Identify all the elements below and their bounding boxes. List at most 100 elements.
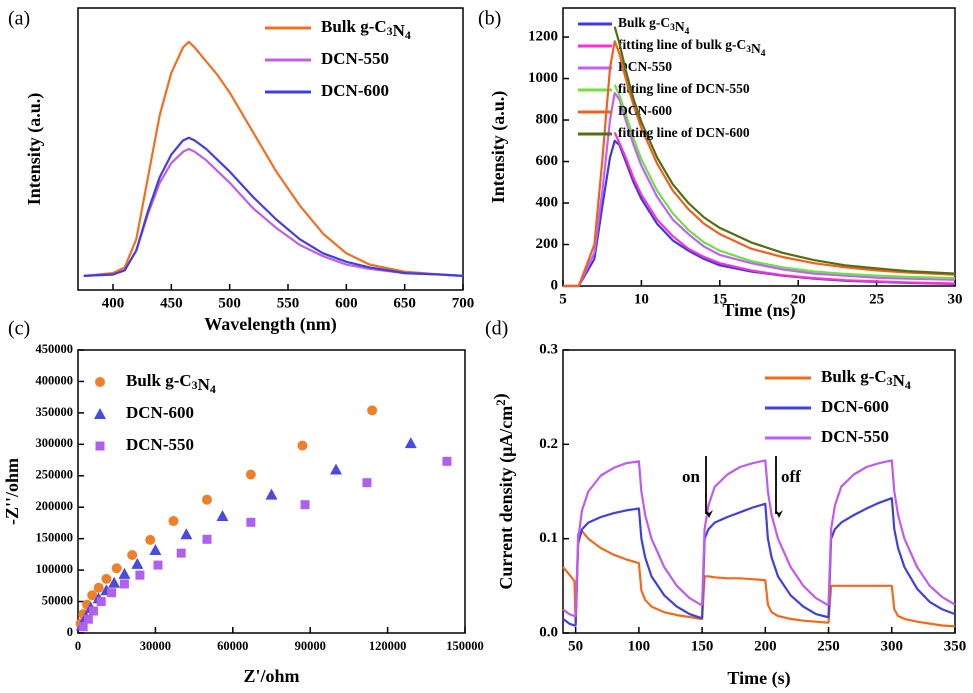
x-axis-label: Z'/ohm	[243, 666, 299, 686]
legend-label: DCN-600	[321, 81, 389, 100]
scatter-point	[83, 614, 93, 624]
series-line	[562, 497, 956, 627]
scatter-point	[88, 606, 98, 616]
scatter-point	[93, 582, 104, 593]
scatter-point	[153, 560, 163, 570]
legend-label: Bulk g-C3N4	[321, 17, 411, 42]
scatter-point	[78, 622, 88, 632]
scatter-point	[297, 440, 308, 451]
scatter-point	[108, 576, 121, 588]
scatter-point	[107, 588, 117, 598]
scatter-point	[180, 528, 193, 540]
scatter-point	[216, 510, 229, 522]
x-tick-label: 20	[791, 291, 806, 307]
y-tick-label: 50000	[42, 593, 73, 607]
y-tick-label: 800	[536, 111, 559, 127]
x-tick-label: 600	[335, 295, 358, 311]
x-tick-label: 150	[691, 638, 714, 654]
y-tick-label: 150000	[36, 531, 74, 545]
y-tick-label: 1000	[528, 70, 558, 86]
scatter-point	[300, 500, 310, 510]
y-tick-label: 450000	[36, 342, 74, 356]
scatter-point	[168, 516, 179, 527]
plot-frame	[562, 7, 956, 287]
scatter-point	[111, 563, 122, 574]
x-axis-label: Wavelength (nm)	[204, 314, 337, 335]
legend-label: DCN-600	[126, 403, 194, 422]
x-tick-label: 550	[277, 295, 300, 311]
series-line	[563, 40, 956, 288]
y-tick-label: 0.0	[539, 624, 558, 640]
legend-label: fitting line of DCN-550	[618, 81, 750, 96]
plot-frame	[77, 349, 466, 634]
y-tick-label: 100000	[36, 562, 74, 576]
x-tick-label: 100	[628, 638, 651, 654]
legend-label: DCN-550	[618, 59, 672, 74]
scatter-point	[362, 478, 372, 488]
scatter-point	[246, 517, 256, 527]
scatter-point	[118, 567, 131, 579]
scatter-point	[135, 570, 145, 580]
y-tick-label: 200	[536, 236, 559, 252]
x-tick-label: 650	[393, 295, 416, 311]
x-tick-label: 25	[869, 291, 884, 307]
scatter-point	[145, 534, 156, 545]
legend-label: DCN-550	[126, 435, 194, 454]
legend-label: fitting line of bulk g-C3N4	[618, 37, 766, 59]
x-tick-label: 250	[817, 638, 840, 654]
x-tick-label: 30000	[140, 639, 171, 653]
scatter-point	[442, 456, 452, 466]
scatter-point	[202, 534, 212, 544]
legend-swatch	[95, 377, 105, 387]
y-axis-label: Intensity (a.u.)	[24, 93, 45, 206]
y-axis-label: Current density (μA/cm2)	[490, 393, 517, 589]
legend-label: Bulk g-C3N4	[126, 371, 216, 396]
legend-label: fitting line of DCN-600	[618, 125, 750, 140]
series-line	[562, 459, 956, 618]
scatter-point	[404, 437, 417, 449]
panel-label: (c)	[8, 318, 30, 340]
annotation: off	[781, 467, 801, 486]
x-tick-label: 300	[881, 638, 904, 654]
x-tick-label: 450	[160, 295, 183, 311]
legend-label: DCN-600	[618, 103, 672, 118]
x-tick-label: 350	[944, 638, 967, 654]
legend-label: DCN-550	[321, 49, 389, 68]
legend-label: Bulk g-C3N4	[821, 367, 911, 392]
x-tick-label: 0	[75, 639, 81, 653]
scatter-point	[202, 494, 212, 505]
series-line	[562, 530, 956, 628]
y-tick-label: 0	[551, 277, 559, 293]
legend-swatch	[94, 408, 106, 419]
plot-frame	[77, 7, 464, 291]
legend-swatch	[95, 441, 105, 451]
series-line	[613, 26, 956, 275]
panel-label: (d)	[485, 318, 508, 340]
scatter-point	[119, 579, 129, 589]
y-tick-label: 400000	[36, 373, 74, 387]
x-tick-label: 700	[452, 295, 475, 311]
x-tick-label: 90000	[295, 639, 326, 653]
y-tick-label: 400	[536, 194, 559, 210]
scatter-point	[367, 405, 378, 416]
scatter-point	[245, 469, 256, 480]
scatter-point	[131, 557, 144, 569]
x-tick-label: 150000	[446, 639, 484, 653]
y-tick-label: 600	[536, 153, 559, 169]
panel-label: (b)	[478, 8, 501, 30]
panel-label: (a)	[8, 8, 30, 30]
x-tick-label: 30	[948, 291, 963, 307]
y-axis-label: -Z''/ohm	[2, 458, 22, 525]
series-line	[83, 40, 464, 277]
x-tick-label: 500	[218, 295, 241, 311]
scatter-point	[265, 488, 278, 500]
scatter-point	[127, 550, 138, 561]
scatter-point	[96, 597, 106, 607]
scatter-point	[101, 573, 112, 584]
series-line	[83, 136, 464, 277]
y-tick-label: 0.1	[539, 530, 558, 546]
series-line	[613, 132, 956, 285]
x-tick-label: 15	[712, 291, 727, 307]
y-tick-label: 0.2	[539, 436, 558, 452]
y-tick-label: 300000	[36, 436, 74, 450]
